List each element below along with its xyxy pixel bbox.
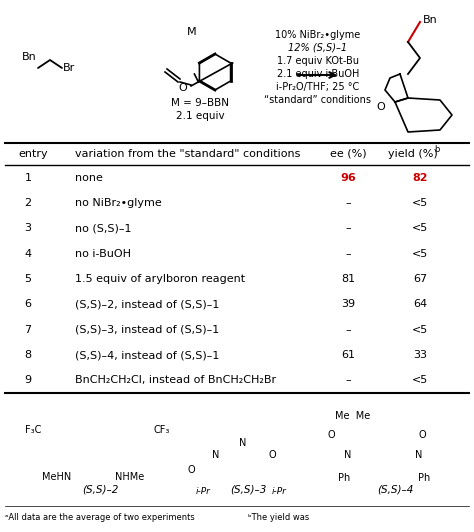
Text: O: O	[328, 430, 336, 440]
Text: 6: 6	[25, 300, 31, 309]
Text: –: –	[345, 376, 351, 385]
Text: Ph: Ph	[418, 473, 430, 483]
Text: Me  Me: Me Me	[335, 411, 370, 421]
Text: <5: <5	[412, 198, 428, 208]
Text: Bn: Bn	[423, 15, 438, 25]
Text: Br: Br	[63, 63, 75, 73]
Text: (S,S)–3, instead of (S,S)–1: (S,S)–3, instead of (S,S)–1	[75, 325, 219, 335]
Text: O: O	[377, 102, 385, 112]
Text: <5: <5	[412, 248, 428, 259]
Text: i-Pr: i-Pr	[272, 487, 287, 496]
Text: 82: 82	[412, 173, 428, 182]
Text: none: none	[75, 173, 103, 182]
Text: (S,S)–4: (S,S)–4	[377, 485, 413, 495]
Text: –: –	[345, 248, 351, 259]
Text: O: O	[419, 430, 427, 440]
Text: M = 9–BBN: M = 9–BBN	[171, 98, 229, 108]
Text: 67: 67	[413, 274, 427, 284]
Text: 2: 2	[25, 198, 32, 208]
Text: N: N	[344, 450, 351, 460]
Text: <5: <5	[412, 325, 428, 335]
Text: no (S,S)–1: no (S,S)–1	[75, 223, 131, 234]
Text: MeHN: MeHN	[42, 472, 71, 482]
Text: 2.1 equiv: 2.1 equiv	[176, 111, 224, 121]
Text: N: N	[239, 438, 246, 448]
Text: O: O	[269, 450, 277, 460]
Text: 3: 3	[25, 223, 31, 234]
Text: 8: 8	[25, 350, 32, 360]
Text: 39: 39	[341, 300, 355, 309]
Text: 61: 61	[341, 350, 355, 360]
Text: O: O	[179, 83, 187, 93]
Text: NHMe: NHMe	[115, 472, 144, 482]
Text: Bn: Bn	[22, 52, 37, 62]
Text: 12% (S,S)–1: 12% (S,S)–1	[289, 43, 347, 53]
Text: 2.1 equiv i-BuOH: 2.1 equiv i-BuOH	[277, 69, 359, 79]
Text: 7: 7	[25, 325, 32, 335]
Text: 5: 5	[25, 274, 31, 284]
Text: (S,S)–4, instead of (S,S)–1: (S,S)–4, instead of (S,S)–1	[75, 350, 219, 360]
Text: –: –	[345, 223, 351, 234]
Text: ee (%): ee (%)	[330, 149, 366, 159]
Text: no NiBr₂•glyme: no NiBr₂•glyme	[75, 198, 162, 208]
Text: (S,S)–2: (S,S)–2	[82, 485, 118, 495]
Text: N: N	[212, 450, 219, 460]
Text: 33: 33	[413, 350, 427, 360]
Text: F₃C: F₃C	[25, 425, 41, 435]
Text: 10% NiBr₂•glyme: 10% NiBr₂•glyme	[275, 30, 361, 40]
Text: i-Pr: i-Pr	[196, 487, 211, 496]
Text: 96: 96	[340, 173, 356, 182]
Text: (S,S)–3: (S,S)–3	[230, 485, 266, 495]
Text: ᵃAll data are the average of two experiments: ᵃAll data are the average of two experim…	[5, 512, 195, 521]
Text: <5: <5	[412, 223, 428, 234]
Text: BnCH₂CH₂Cl, instead of BnCH₂CH₂Br: BnCH₂CH₂Cl, instead of BnCH₂CH₂Br	[75, 376, 276, 385]
Text: CF₃: CF₃	[154, 425, 170, 435]
Text: no i-BuOH: no i-BuOH	[75, 248, 131, 259]
Text: <5: <5	[412, 376, 428, 385]
Text: 1.5 equiv of arylboron reagent: 1.5 equiv of arylboron reagent	[75, 274, 245, 284]
Text: ᵇThe yield was: ᵇThe yield was	[248, 512, 309, 521]
Text: –: –	[345, 325, 351, 335]
Text: yield (%): yield (%)	[388, 149, 438, 159]
Text: –: –	[345, 198, 351, 208]
Text: Ph: Ph	[338, 473, 350, 483]
Text: 81: 81	[341, 274, 355, 284]
Text: 1.7 equiv KOt-Bu: 1.7 equiv KOt-Bu	[277, 56, 359, 66]
Text: (S,S)–2, instead of (S,S)–1: (S,S)–2, instead of (S,S)–1	[75, 300, 219, 309]
Text: 64: 64	[413, 300, 427, 309]
Text: O: O	[188, 465, 196, 475]
Text: “standard” conditions: “standard” conditions	[264, 95, 372, 105]
Text: b: b	[434, 145, 440, 154]
Text: N: N	[415, 450, 422, 460]
Text: i-Pr₂O/THF; 25 °C: i-Pr₂O/THF; 25 °C	[276, 82, 360, 92]
Text: entry: entry	[18, 149, 47, 159]
Text: M: M	[187, 27, 197, 37]
Text: 1: 1	[25, 173, 31, 182]
Text: variation from the "standard" conditions: variation from the "standard" conditions	[75, 149, 301, 159]
Text: 4: 4	[25, 248, 32, 259]
Text: 9: 9	[25, 376, 32, 385]
